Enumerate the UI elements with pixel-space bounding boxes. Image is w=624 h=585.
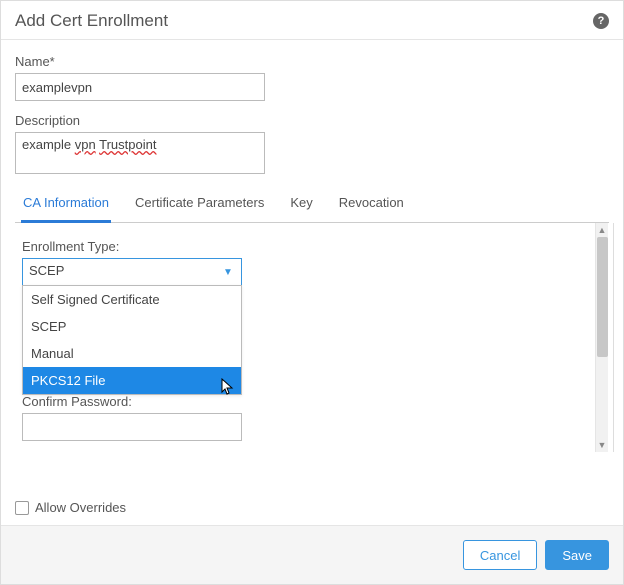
description-label: Description — [15, 113, 609, 128]
enrollment-type-select[interactable]: SCEP ▼ — [22, 258, 242, 286]
tab-certificate-parameters[interactable]: Certificate Parameters — [133, 187, 266, 223]
dialog-body: Name* Description example vpn Trustpoint… — [1, 40, 623, 492]
scroll-down-icon[interactable]: ▼ — [596, 438, 608, 452]
allow-overrides-checkbox[interactable] — [15, 501, 29, 515]
description-input[interactable]: example vpn Trustpoint — [15, 132, 265, 174]
dialog-footer: Cancel Save — [1, 525, 623, 584]
save-button[interactable]: Save — [545, 540, 609, 570]
ca-information-panel: Enrollment Type: SCEP ▼ Self Signed Cert… — [16, 223, 614, 452]
allow-overrides-label: Allow Overrides — [35, 500, 126, 515]
scroll-thumb[interactable] — [597, 237, 608, 357]
tab-revocation[interactable]: Revocation — [337, 187, 406, 223]
enrollment-type-dropdown: Self Signed Certificate SCEP Manual PKCS… — [22, 285, 242, 395]
confirm-password-label: Confirm Password: — [22, 394, 607, 409]
enrollment-type-select-wrap: SCEP ▼ Self Signed Certificate SCEP Manu… — [22, 258, 242, 286]
retry-period-row: Retry Period: Minutes (Range 1-60) — [22, 451, 607, 452]
tab-bar: CA Information Certificate Parameters Ke… — [15, 186, 609, 223]
option-pkcs12-file[interactable]: PKCS12 File — [23, 367, 241, 394]
description-text-plain: example — [22, 137, 75, 152]
confirm-password-input[interactable] — [22, 413, 242, 441]
option-manual[interactable]: Manual — [23, 340, 241, 367]
retry-period-label: Retry Period: — [22, 451, 92, 452]
tab-panel: Enrollment Type: SCEP ▼ Self Signed Cert… — [15, 223, 609, 453]
retry-period-hint: Minutes (Range 1-60) — [122, 451, 238, 452]
cancel-button[interactable]: Cancel — [463, 540, 537, 570]
name-input[interactable] — [15, 73, 265, 101]
chevron-down-icon: ▼ — [221, 265, 235, 279]
name-label: Name* — [15, 54, 609, 69]
dialog-title: Add Cert Enrollment — [15, 11, 168, 31]
enrollment-type-selected: SCEP — [29, 263, 64, 278]
scroll-up-icon[interactable]: ▲ — [596, 223, 608, 237]
description-word-trustpoint: Trustpoint — [99, 137, 156, 152]
scrollbar[interactable]: ▲ ▼ — [595, 223, 608, 452]
add-cert-enrollment-dialog: Add Cert Enrollment ? Name* Description … — [0, 0, 624, 585]
description-word-vpn: vpn — [75, 137, 96, 152]
tab-key[interactable]: Key — [288, 187, 314, 223]
tab-ca-information[interactable]: CA Information — [21, 187, 111, 223]
help-icon[interactable]: ? — [593, 13, 609, 29]
option-scep[interactable]: SCEP — [23, 313, 241, 340]
enrollment-type-label: Enrollment Type: — [22, 239, 607, 254]
option-self-signed[interactable]: Self Signed Certificate — [23, 286, 241, 313]
dialog-header: Add Cert Enrollment ? — [1, 1, 623, 40]
allow-overrides-row: Allow Overrides — [1, 492, 623, 525]
